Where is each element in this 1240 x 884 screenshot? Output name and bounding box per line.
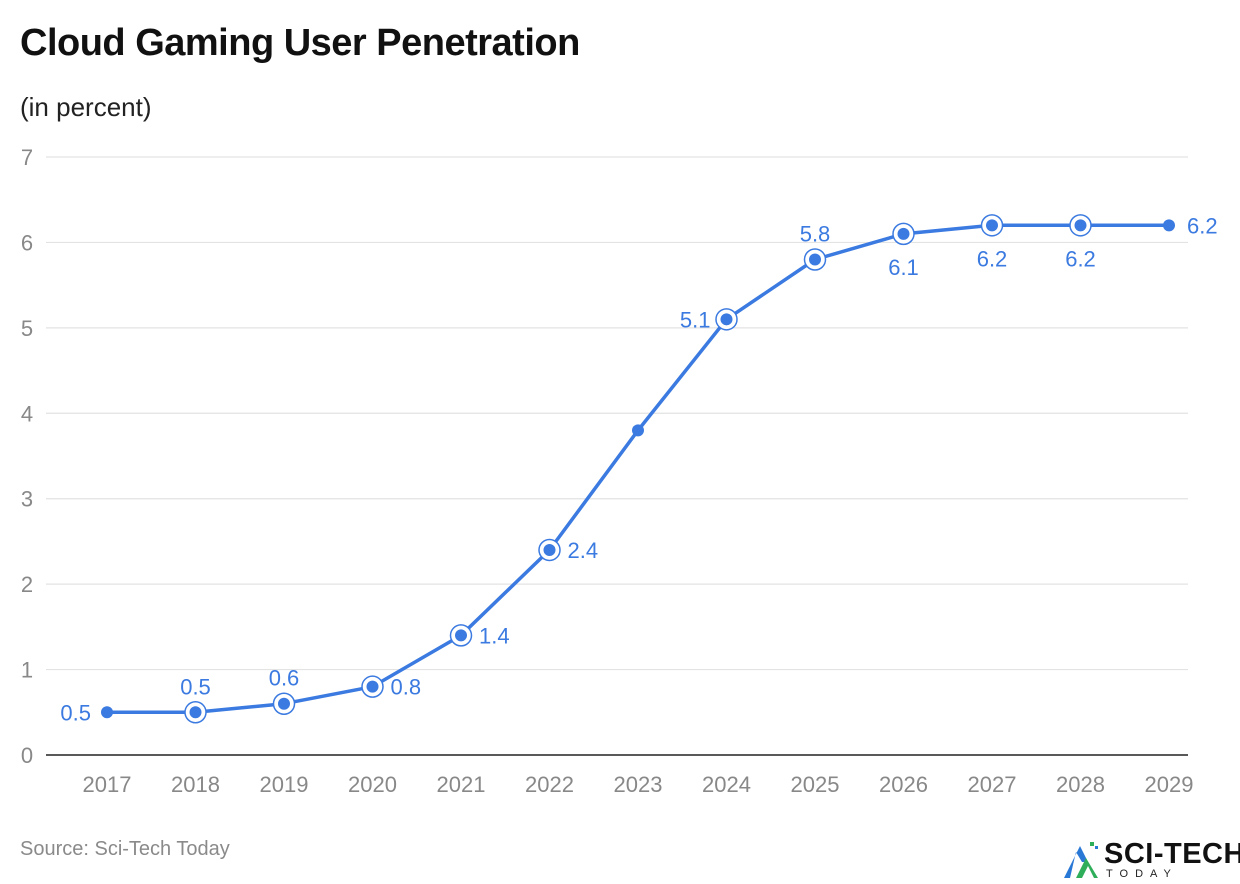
data-point-2018 (189, 706, 202, 719)
x-tick-label-2018: 2018 (171, 772, 220, 797)
data-label-2024: 5.1 (680, 307, 711, 332)
y-tick-label-5: 5 (21, 316, 33, 341)
data-point-2029 (1163, 219, 1175, 232)
data-label-2019: 0.6 (269, 666, 300, 691)
data-label-2029: 6.2 (1187, 213, 1218, 238)
data-label-2026: 6.1 (888, 255, 919, 280)
x-tick-label-2019: 2019 (260, 772, 309, 797)
x-tick-label-2017: 2017 (83, 772, 132, 797)
data-label-2028: 6.2 (1065, 246, 1096, 271)
data-point-2021 (455, 629, 467, 642)
x-tick-label-2029: 2029 (1145, 772, 1194, 797)
x-tick-label-2028: 2028 (1056, 772, 1105, 797)
chart-title: Cloud Gaming User Penetration (20, 22, 580, 64)
data-point-2020 (366, 680, 379, 693)
x-tick-label-2021: 2021 (437, 772, 486, 797)
x-tick-label-2024: 2024 (702, 772, 751, 797)
data-point-2026 (897, 227, 910, 240)
y-tick-label-0: 0 (21, 743, 33, 768)
data-point-2024 (720, 313, 733, 326)
x-tick-label-2020: 2020 (348, 772, 397, 797)
data-label-2027: 6.2 (977, 246, 1008, 271)
y-tick-label-7: 7 (21, 145, 33, 170)
sci-tech-logo: SCI-TECH TODAY (1062, 838, 1240, 882)
chart-subtitle: (in percent) (20, 92, 152, 122)
x-tick-label-2027: 2027 (968, 772, 1017, 797)
data-label-2021: 1.4 (479, 623, 510, 648)
data-label-2022: 2.4 (568, 538, 599, 563)
data-point-2025 (809, 253, 821, 266)
series-line-0 (105, 223, 1171, 715)
x-tick-label-2022: 2022 (525, 772, 574, 797)
data-label-2025: 5.8 (800, 222, 831, 247)
x-tick-label-2023: 2023 (614, 772, 663, 797)
y-tick-label-3: 3 (21, 487, 33, 512)
line-chart: 0 1 2 3 4 5 6 7 2017 2018 2019 2020 2021 2022 2023 2024… (21, 145, 1218, 797)
logo-wordmark: SCI-TECH (1104, 838, 1240, 870)
data-point-2022 (543, 543, 556, 556)
data-label-2020: 0.8 (391, 675, 422, 700)
data-point-2023 (632, 424, 644, 437)
data-point-2028 (1074, 219, 1087, 232)
data-point-2027 (986, 219, 998, 232)
y-tick-label-4: 4 (21, 401, 33, 426)
x-tick-label-2026: 2026 (879, 772, 928, 797)
logo-mountain-icon (1064, 842, 1098, 878)
x-tick-label-2025: 2025 (791, 772, 840, 797)
data-label-2018: 0.5 (180, 674, 211, 699)
y-tick-label-2: 2 (21, 572, 33, 597)
data-label-2017: 0.5 (60, 700, 91, 725)
source-note: Source: Sci-Tech Today (20, 838, 230, 860)
y-tick-label-1: 1 (21, 658, 33, 683)
y-tick-label-6: 6 (21, 230, 33, 255)
data-point-2017 (101, 706, 113, 719)
logo-tagline: TODAY (1106, 868, 1178, 880)
data-point-2019 (278, 697, 290, 710)
